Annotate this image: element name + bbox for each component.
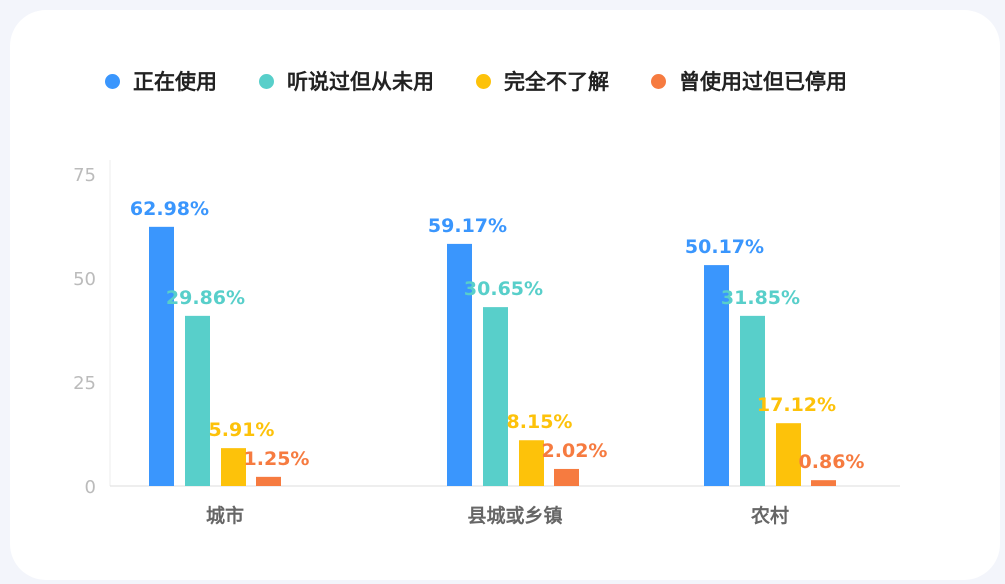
- bar: [554, 468, 579, 486]
- x-tick-label: 城市: [206, 504, 244, 527]
- bar: [519, 440, 544, 486]
- bar: [704, 265, 729, 486]
- data-label: 31.85%: [721, 287, 800, 309]
- data-label: 1.25%: [244, 448, 310, 470]
- y-tick-label: 50: [73, 269, 96, 290]
- bar: [740, 315, 765, 486]
- data-label: 8.15%: [507, 411, 573, 433]
- y-tick-label: 25: [73, 373, 96, 394]
- legend-label: 曾使用过但已停用: [679, 70, 847, 94]
- data-label: 59.17%: [428, 215, 507, 237]
- bar: [776, 423, 801, 486]
- bar: [149, 226, 174, 486]
- data-label: 17.12%: [757, 394, 836, 416]
- bar: [221, 448, 246, 486]
- data-label: 50.17%: [685, 236, 764, 258]
- y-tick-label: 75: [73, 165, 96, 186]
- legend-item[interactable]: 曾使用过但已停用: [651, 66, 847, 96]
- bar: [185, 315, 210, 486]
- data-label: 30.65%: [464, 278, 543, 300]
- bar: [256, 476, 281, 486]
- legend-item[interactable]: 正在使用: [105, 66, 217, 96]
- bar: [483, 307, 508, 486]
- data-label: 0.86%: [799, 451, 865, 473]
- bar: [447, 243, 472, 486]
- data-label: 5.91%: [209, 419, 275, 441]
- legend-label: 听说过但从未用: [287, 70, 434, 94]
- legend-dot-icon: [651, 73, 666, 89]
- legend-dot-icon: [105, 73, 120, 89]
- data-label: 29.86%: [166, 287, 245, 309]
- legend-label: 正在使用: [133, 70, 217, 94]
- y-tick-label: 0: [85, 477, 96, 498]
- bar: [811, 480, 836, 486]
- legend-label: 完全不了解: [504, 70, 609, 94]
- legend-item[interactable]: 听说过但从未用: [259, 66, 434, 96]
- legend-dot-icon: [259, 73, 274, 89]
- x-tick-label: 县城或乡镇: [467, 504, 562, 527]
- legend-dot-icon: [476, 73, 491, 89]
- legend: 正在使用 听说过但从未用 完全不了解 曾使用过但已停用: [105, 66, 889, 96]
- data-label: 62.98%: [130, 198, 209, 220]
- data-label: 2.02%: [542, 440, 608, 462]
- x-tick-label: 农村: [750, 504, 789, 527]
- legend-item[interactable]: 完全不了解: [476, 66, 609, 96]
